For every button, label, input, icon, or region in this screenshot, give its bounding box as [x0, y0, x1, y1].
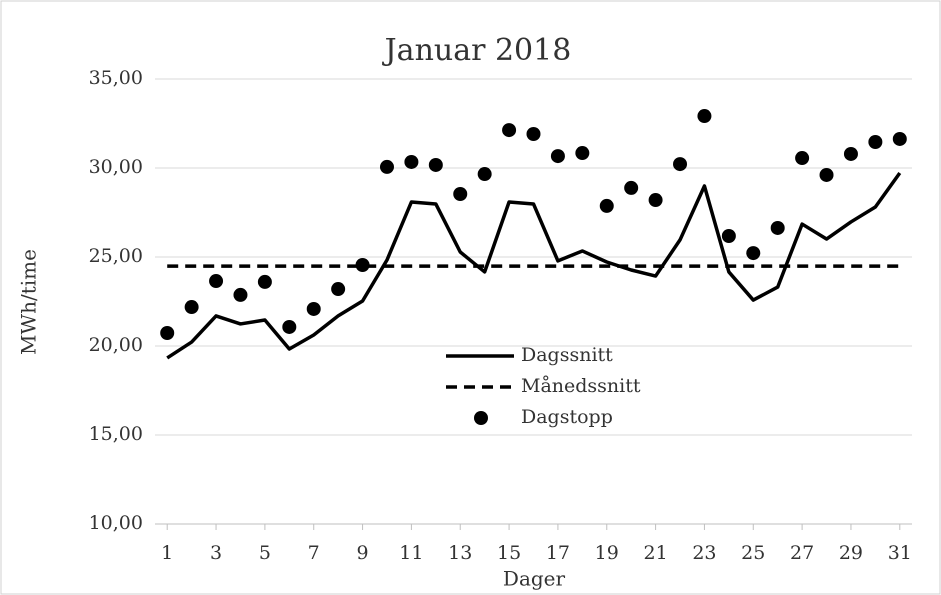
data-point	[892, 131, 907, 146]
x-tick-label: 15	[497, 542, 521, 564]
y-tick-label: 15,00	[89, 423, 143, 445]
x-tick-label: 7	[308, 542, 320, 564]
legend-label: Månedssnitt	[521, 375, 641, 397]
y-tick-label: 30,00	[89, 156, 143, 178]
chart-title: Januar 2018	[382, 33, 572, 68]
data-point	[819, 167, 834, 182]
data-point	[404, 154, 419, 169]
data-point	[599, 198, 614, 213]
data-point	[770, 220, 785, 235]
data-point	[697, 109, 712, 124]
data-point	[843, 146, 858, 161]
legend-label: Dagstopp	[521, 406, 613, 428]
x-tick-label: 23	[692, 542, 716, 564]
data-point	[624, 180, 639, 195]
x-tick-label: 17	[546, 542, 570, 564]
data-point	[795, 151, 810, 166]
data-point	[233, 287, 248, 302]
x-tick-label: 5	[259, 542, 271, 564]
data-point	[184, 300, 199, 315]
data-point	[550, 149, 565, 164]
x-tick-label: 27	[790, 542, 814, 564]
data-point	[355, 258, 370, 273]
data-point	[746, 246, 761, 261]
data-point	[379, 159, 394, 174]
x-tick-label: 11	[399, 542, 423, 564]
data-point	[209, 274, 224, 289]
data-point	[673, 157, 688, 172]
x-tick-label: 9	[357, 542, 369, 564]
y-tick-label: 20,00	[89, 334, 143, 356]
legend-marker	[474, 411, 488, 425]
data-point	[526, 127, 541, 142]
x-tick-label: 13	[448, 542, 472, 564]
x-tick-label: 19	[595, 542, 619, 564]
data-point	[575, 146, 590, 161]
y-tick-label: 10,00	[89, 512, 143, 534]
data-point	[477, 167, 492, 182]
x-tick-label: 31	[888, 542, 912, 564]
x-tick-label: 3	[210, 542, 222, 564]
data-point	[160, 326, 175, 341]
data-point	[721, 228, 736, 243]
x-tick-label: 21	[644, 542, 668, 564]
data-point	[257, 274, 272, 289]
data-point	[648, 193, 663, 208]
data-point	[453, 186, 468, 201]
y-tick-label: 35,00	[89, 67, 143, 89]
data-point	[331, 282, 346, 297]
x-tick-label: 29	[839, 542, 863, 564]
data-point	[428, 157, 443, 172]
x-tick-label: 1	[161, 542, 173, 564]
data-line	[166, 171, 902, 360]
data-point	[502, 123, 517, 138]
data-point	[282, 319, 297, 334]
legend-label: Dagssnitt	[521, 344, 613, 366]
y-axis-label: MWh/time	[17, 249, 41, 355]
x-axis-label: Dager	[503, 567, 566, 591]
data-point	[306, 301, 321, 316]
y-tick-label: 25,00	[89, 245, 143, 267]
data-point	[868, 135, 883, 150]
x-tick-label: 25	[741, 542, 765, 564]
